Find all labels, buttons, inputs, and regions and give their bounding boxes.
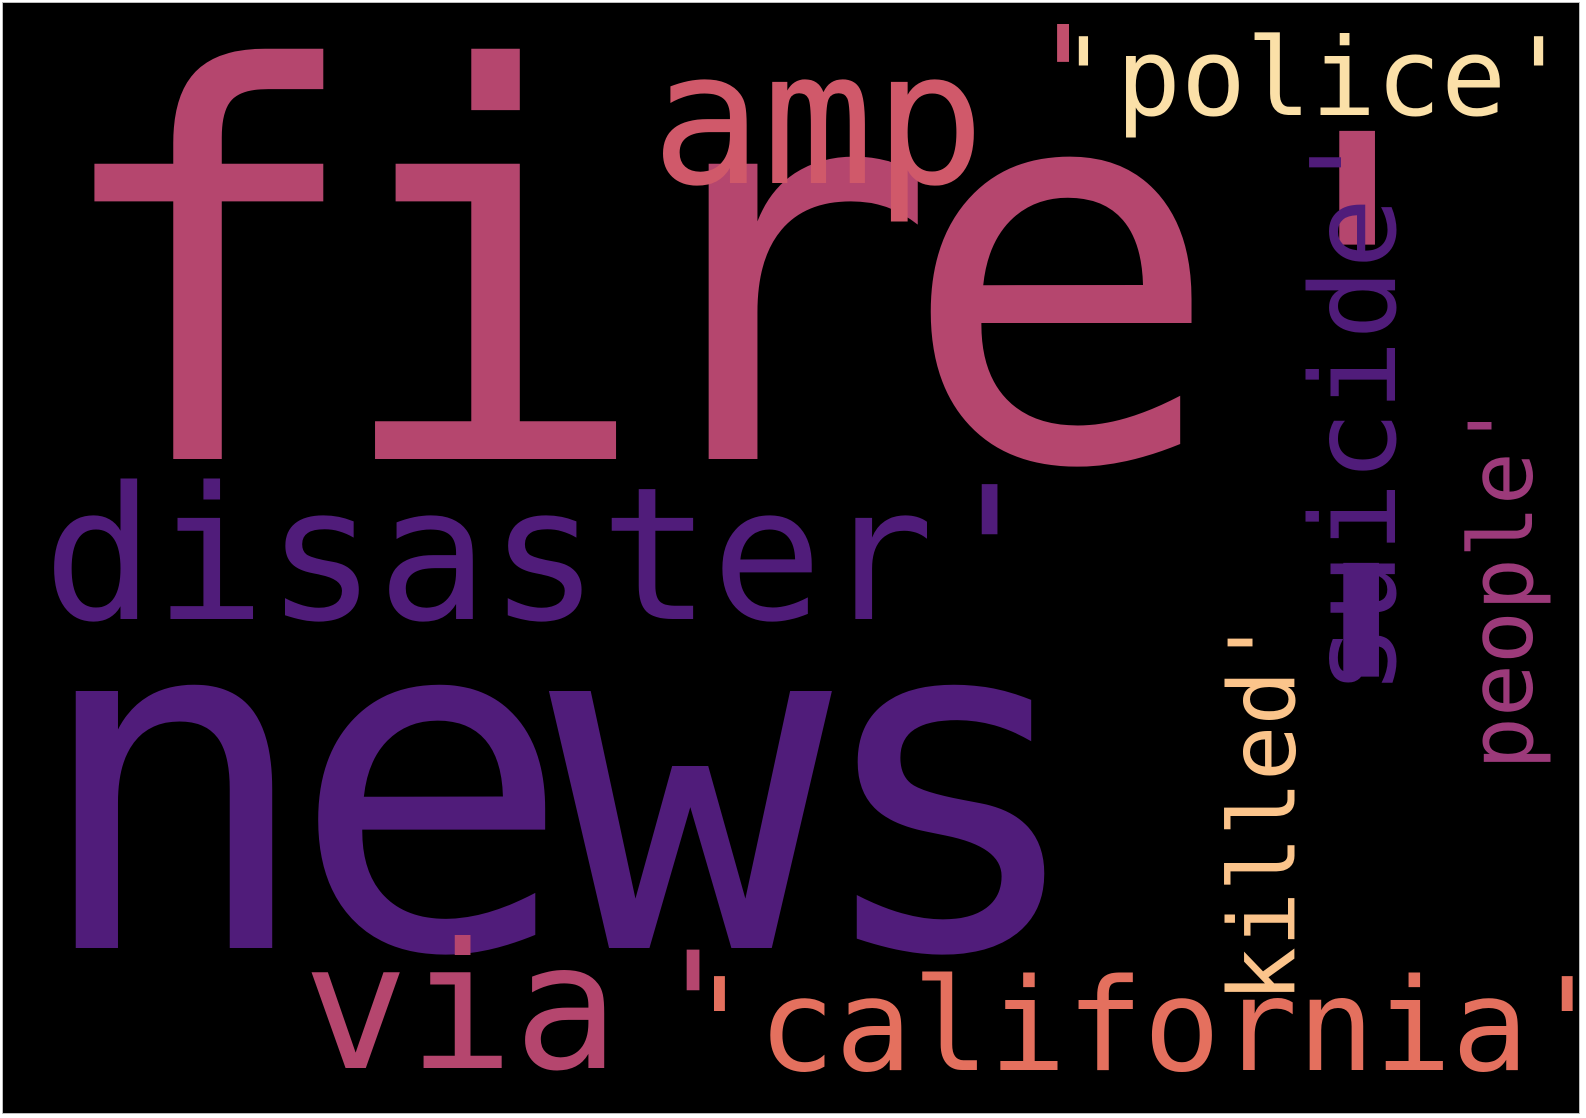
- word-killed: killed': [1209, 614, 1317, 1003]
- word-quote-top: ': [1021, 2, 1106, 160]
- word-via: via: [303, 907, 620, 1110]
- word-quote-via: ': [648, 921, 739, 1095]
- word-people: people': [1450, 399, 1553, 770]
- word-california: 'california': [681, 952, 1580, 1101]
- word-fire: fire: [43, 2, 1223, 587]
- word-quote-large-top: ': [1231, 48, 1484, 537]
- word-police: 'police': [1051, 16, 1572, 141]
- word-disaster: disaster': [43, 447, 1046, 663]
- word-amp: amp: [651, 11, 986, 227]
- word-quote-large-mid: ': [1235, 480, 1488, 969]
- word-news: news: [31, 512, 1091, 1059]
